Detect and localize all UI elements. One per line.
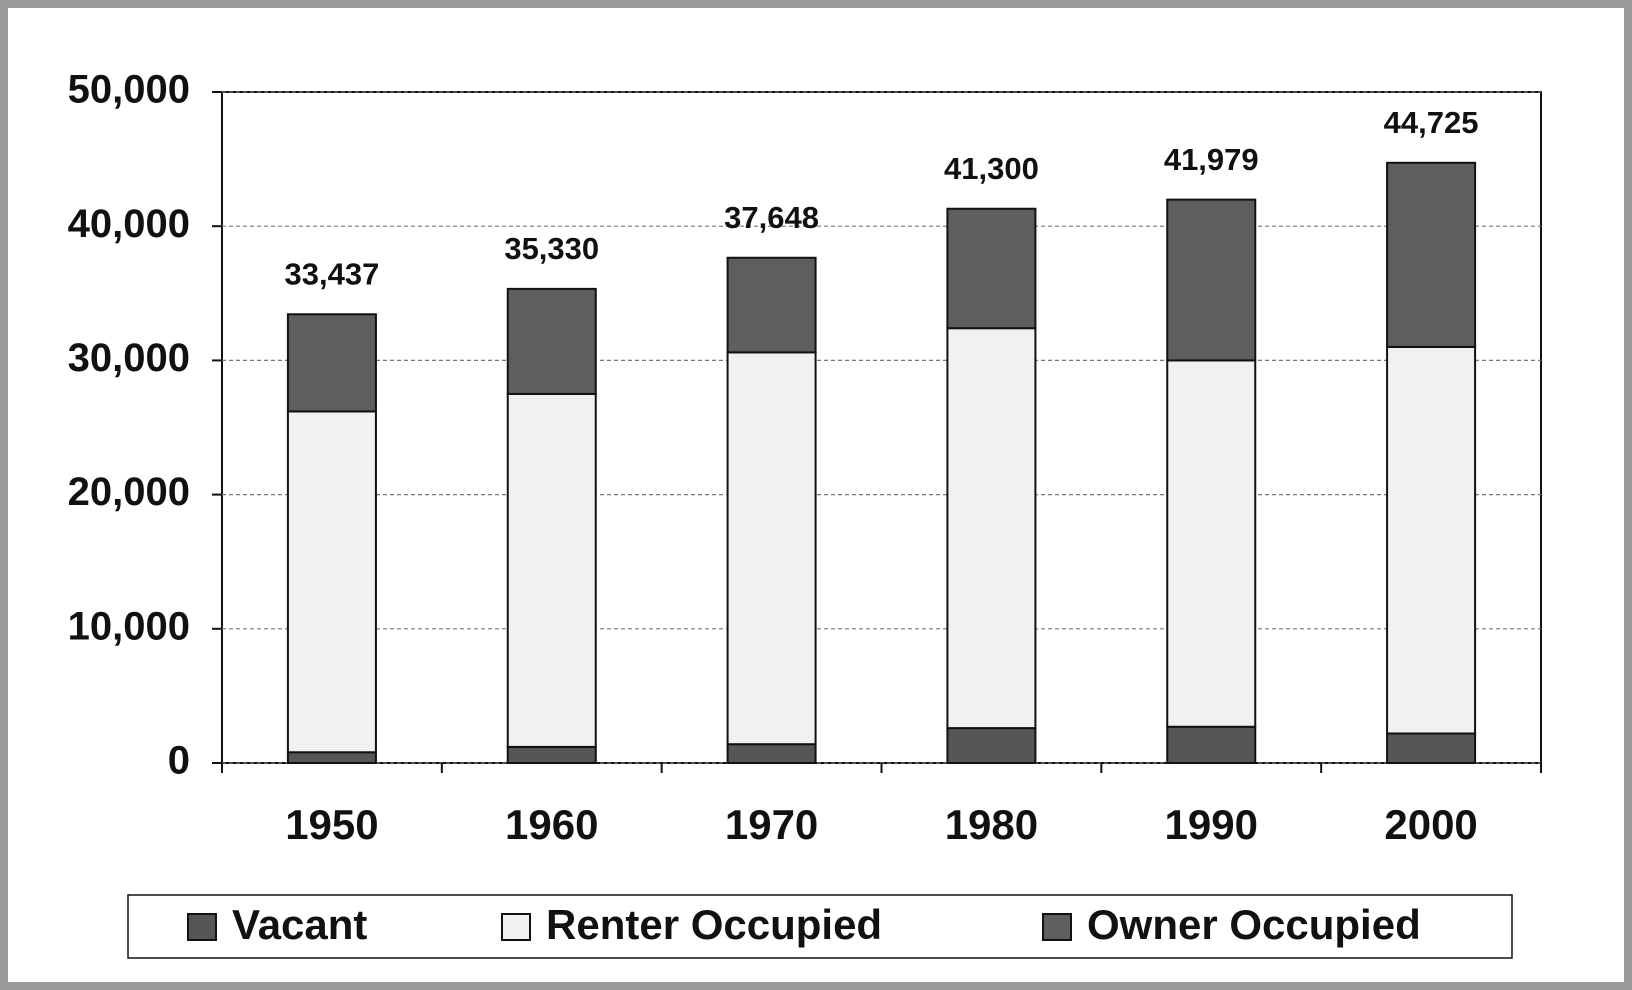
legend (127, 894, 1513, 959)
x-tick-label: 1980 (945, 801, 1038, 848)
y-tick-label: 0 (168, 739, 190, 783)
total-label: 37,648 (724, 200, 819, 235)
total-label: 35,330 (504, 231, 599, 266)
bar-segment (946, 207, 1037, 330)
bar-segment (1386, 345, 1477, 735)
plot-area (221, 91, 1542, 764)
bar-segment (726, 351, 817, 746)
y-tick-label: 20,000 (68, 470, 190, 514)
x-tick-label: 1990 (1165, 801, 1258, 848)
bar-segment (506, 745, 597, 764)
bar-segment (726, 743, 817, 764)
bar-segment (286, 751, 377, 764)
bar-segment (1386, 732, 1477, 765)
bar-segment (286, 313, 377, 413)
y-tick-label: 10,000 (68, 604, 190, 648)
bar-segment (1166, 198, 1257, 362)
total-label: 33,437 (285, 256, 380, 291)
y-tick-label: 30,000 (68, 336, 190, 380)
bar-segment (1166, 359, 1257, 728)
x-tick-label: 2000 (1384, 801, 1477, 848)
legend-label: Vacant (232, 901, 367, 948)
total-label: 44,725 (1384, 105, 1479, 140)
x-tick-label: 1950 (285, 801, 378, 848)
bar-segment (1386, 161, 1477, 348)
total-label: 41,300 (944, 151, 1039, 186)
bar-segment (946, 727, 1037, 764)
y-tick-label: 40,000 (68, 202, 190, 246)
bar-segment (506, 392, 597, 748)
legend-label: Renter Occupied (546, 901, 882, 948)
bar-segment (506, 287, 597, 395)
bar-segment (946, 327, 1037, 730)
legend-swatch (1042, 913, 1072, 941)
bar-segment (1166, 725, 1257, 764)
x-tick-label: 1960 (505, 801, 598, 848)
x-tick-label: 1970 (725, 801, 818, 848)
y-tick-label: 50,000 (68, 68, 190, 112)
legend-label: Owner Occupied (1087, 901, 1421, 948)
legend-swatch (187, 913, 217, 941)
total-label: 41,979 (1164, 142, 1259, 177)
legend-swatch (501, 913, 531, 941)
bar-segment (726, 256, 817, 354)
bar-segment (286, 410, 377, 754)
